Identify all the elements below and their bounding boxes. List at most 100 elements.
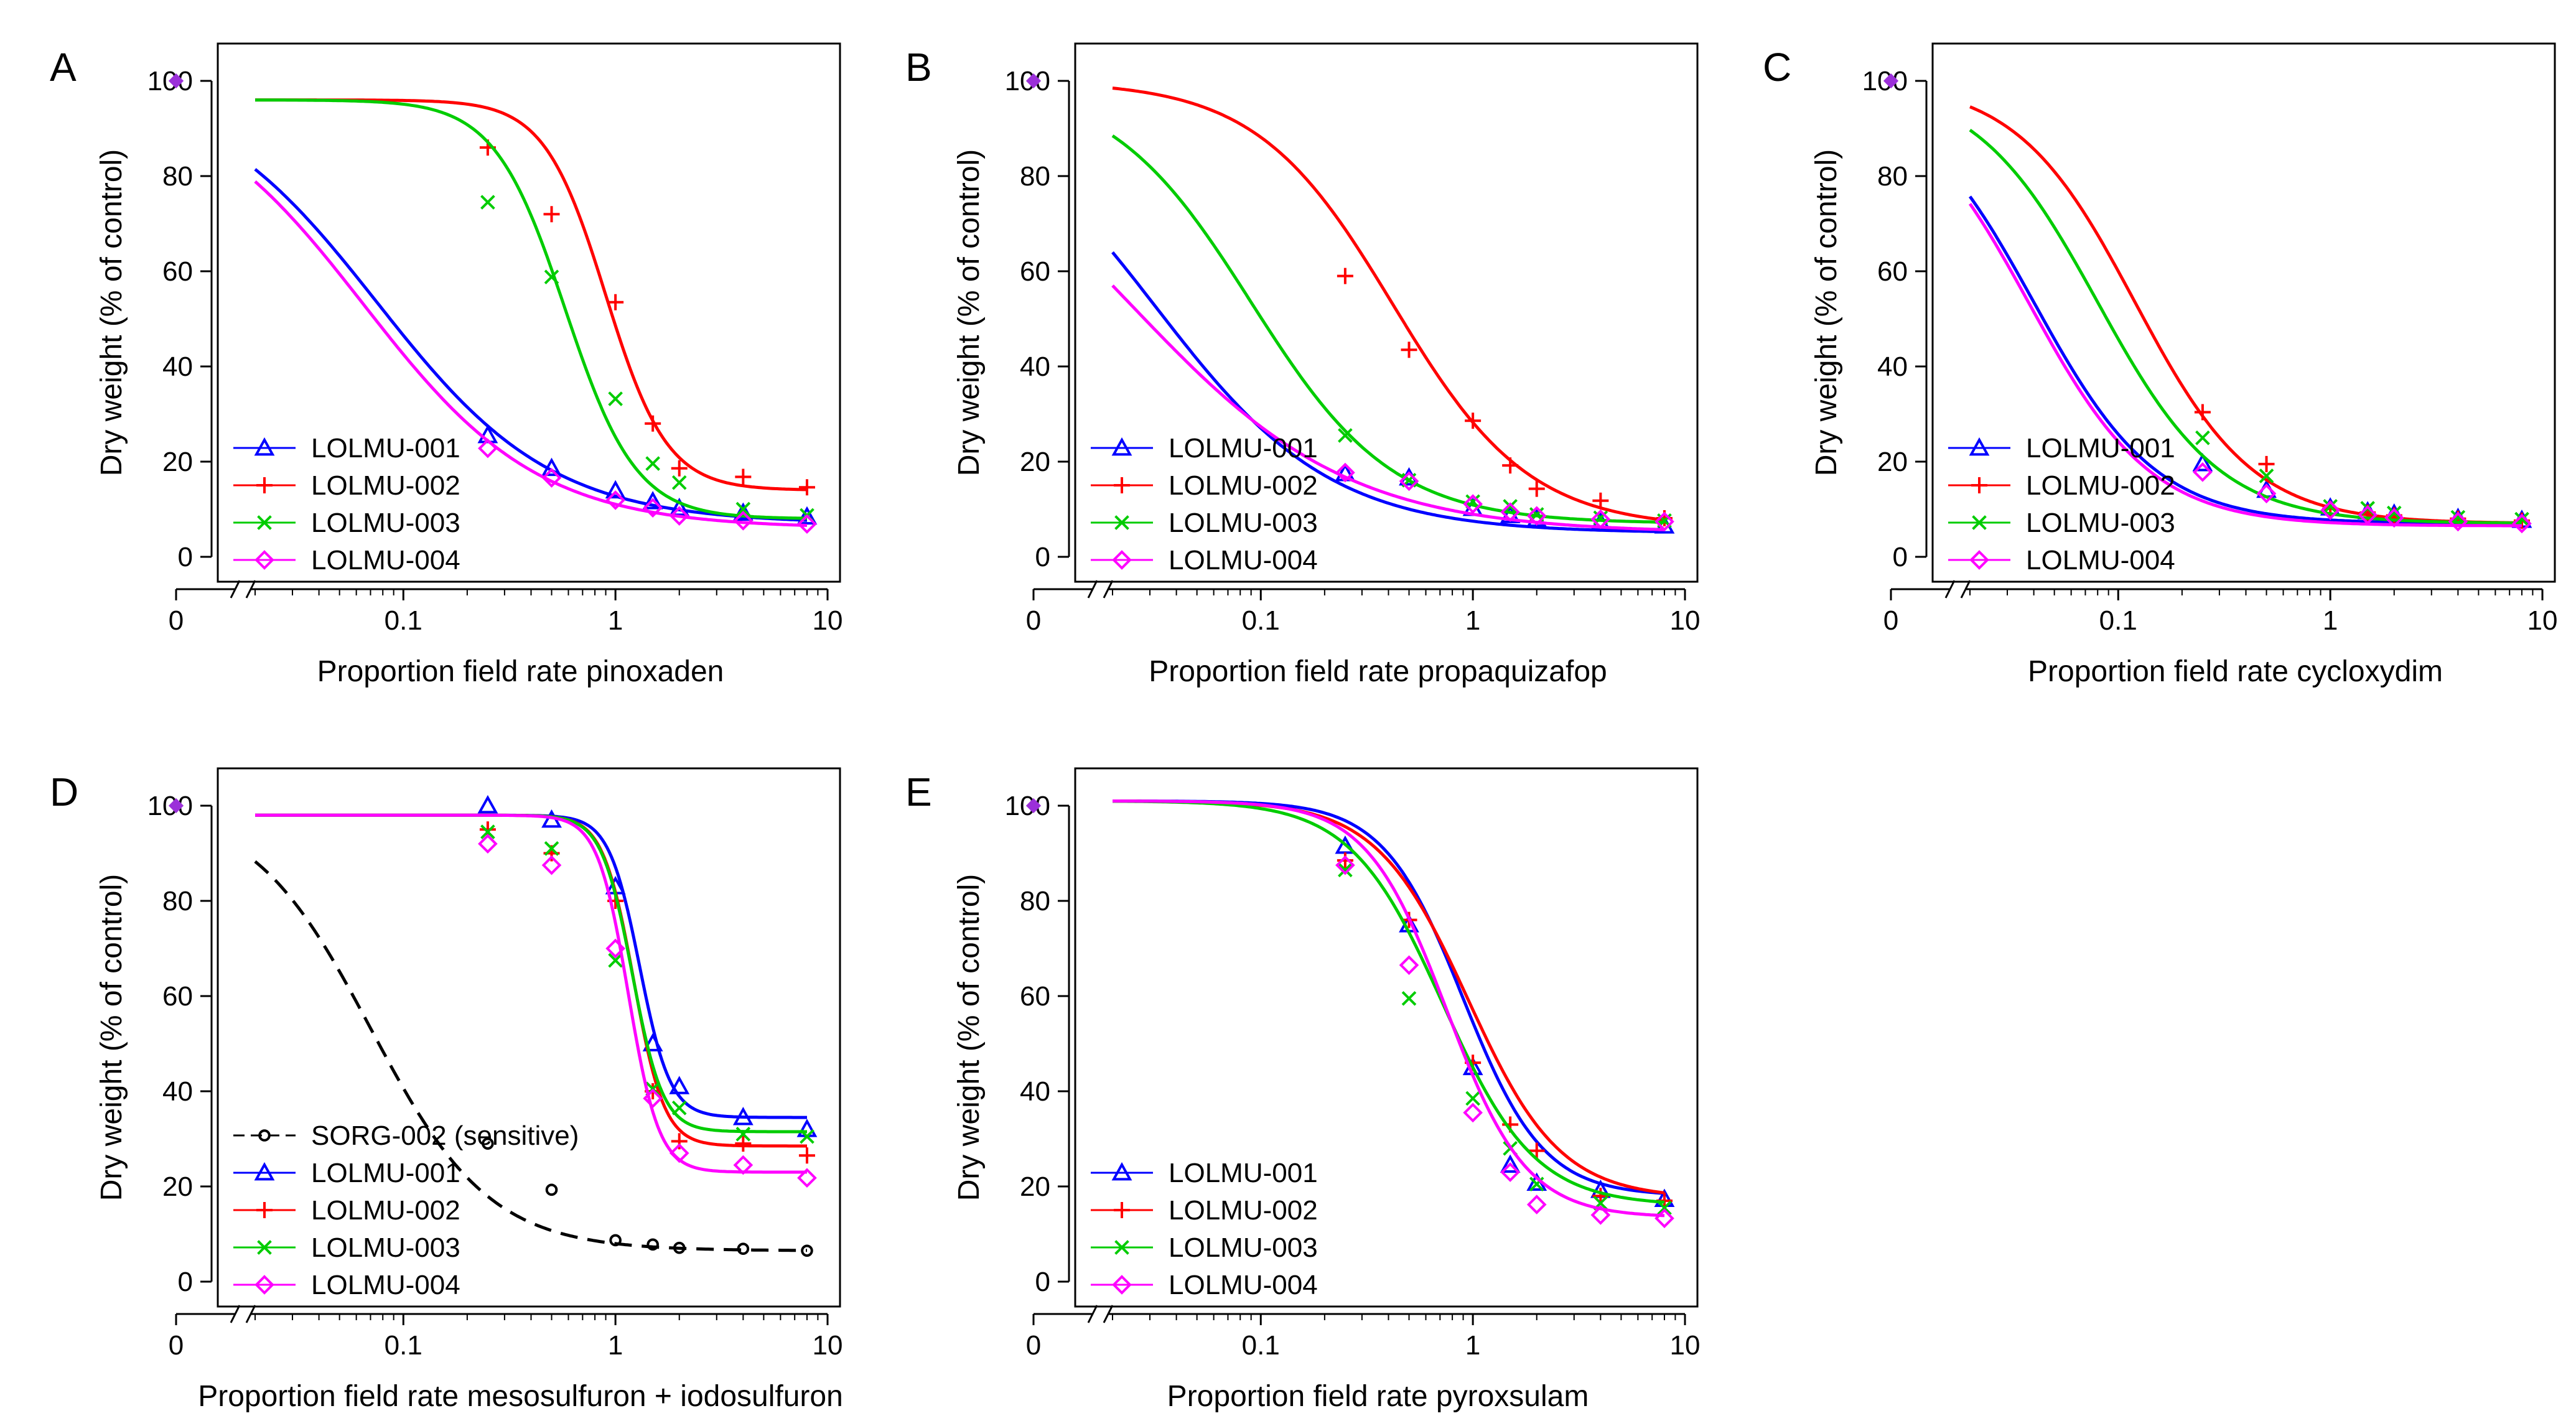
legend-marker [1972,515,1987,530]
series-lolmu-002 [1113,799,1673,1209]
legend-marker [257,1240,272,1255]
data-point [1463,1102,1483,1123]
legend-label: LOLMU-003 [311,508,460,538]
data-point [1500,1162,1520,1182]
fit-curve [1111,251,1665,534]
data-point [478,438,498,459]
series-lolmu-004 [1111,284,1674,532]
data-point [2386,505,2402,521]
fit-curve [255,98,808,520]
x-tick-label: 0 [1883,605,1898,636]
x-tick-label: 1 [1465,605,1480,636]
data-point [645,456,660,471]
data-point [1590,509,1611,529]
y-tick-label: 80 [1020,161,1050,192]
data-point [544,269,559,284]
legend-marker [1114,1202,1130,1218]
data-point [2192,452,2213,472]
fit-curve [1111,134,1665,524]
y-axis-title: Dry weight (% of control) [95,149,128,477]
x-tick-label: 10 [813,1330,843,1361]
data-point [1338,862,1353,878]
data-point [1335,855,1355,875]
plot-frame [1074,42,1699,583]
data-point [1500,1154,1521,1173]
panel-label: E [905,770,932,814]
x-tick-label: 0.1 [2099,605,2137,636]
data-point [801,1244,813,1257]
fit-curve [1968,203,2522,528]
axis-break [230,580,256,599]
x-tick-label: 0.1 [1242,605,1280,636]
series-lolmu-003 [255,813,814,1144]
data-point [733,511,754,531]
data-point [1399,955,1419,976]
data-point [796,1119,818,1137]
y-tick-label: 80 [162,886,193,916]
legend: LOLMU-001 LOLMU-002 LOLMU-003 LOLMU-004 [233,433,460,575]
axis-break [1944,580,1971,599]
legend-marker [1112,1275,1132,1295]
plot-frame [217,42,841,583]
y-tick-label: 0 [1035,542,1050,572]
y-tick-label: 0 [178,1267,193,1297]
data-point [642,491,663,510]
data-point [608,953,623,968]
axis-break [1087,580,1114,599]
legend-label: LOLMU-002 [1169,470,1318,501]
x-tick-label: 0.1 [1242,1330,1280,1361]
data-point [2358,505,2378,525]
data-point [1338,428,1353,443]
data-point [645,415,661,432]
legend-marker [256,477,273,493]
legend: LOLMU-001 LOLMU-002 LOLMU-003 LOLMU-004 [1948,433,2175,575]
series-sorg-002-sensitive- [254,860,813,1257]
data-point [541,855,562,875]
data-point [2194,404,2211,421]
data-point [1337,852,1353,869]
x-tick-label: 1 [1465,1330,1480,1361]
legend-label: LOLMU-002 [2026,470,2175,501]
axis-break [1087,1305,1114,1323]
y-tick-label: 40 [1020,352,1050,382]
legend-label: LOLMU-004 [1169,1270,1318,1300]
legend-label: LOLMU-003 [2026,508,2175,538]
data-point [1654,511,1674,532]
data-point [737,1242,750,1256]
data-point [2514,511,2529,527]
data-point [669,1143,689,1163]
data-point [735,501,751,517]
x-tick-label: 1 [608,605,623,636]
data-point [669,1076,690,1094]
legend-marker [254,437,275,456]
fit-curve [254,168,808,522]
legend-label: LOLMU-003 [1169,1232,1318,1263]
data-point [1337,268,1353,284]
data-point [671,460,688,477]
y-tick-label: 20 [1020,447,1050,477]
series-lolmu-004 [1968,203,2532,534]
series-lolmu-003 [1111,134,1672,528]
data-point [2258,455,2275,472]
y-tick-label: 60 [1020,981,1050,1012]
legend-label: LOLMU-001 [2026,433,2175,464]
data-point [643,1088,663,1109]
data-point [1465,412,1482,429]
panel-label: A [50,45,77,90]
fit-curve [255,98,808,492]
data-point [541,457,562,477]
data-point [735,1135,752,1152]
legend-marker [258,1129,271,1142]
data-point [482,1137,494,1150]
data-point [1401,342,1417,358]
panel-label: D [50,770,78,814]
legend-label: LOLMU-002 [311,1195,460,1226]
data-point [605,490,625,510]
data-point [2259,468,2274,483]
legend: LOLMU-001 LOLMU-002 LOLMU-003 LOLMU-004 [1091,433,1318,575]
fit-curve [1111,284,1665,531]
legend-label: LOLMU-001 [1169,1158,1318,1188]
